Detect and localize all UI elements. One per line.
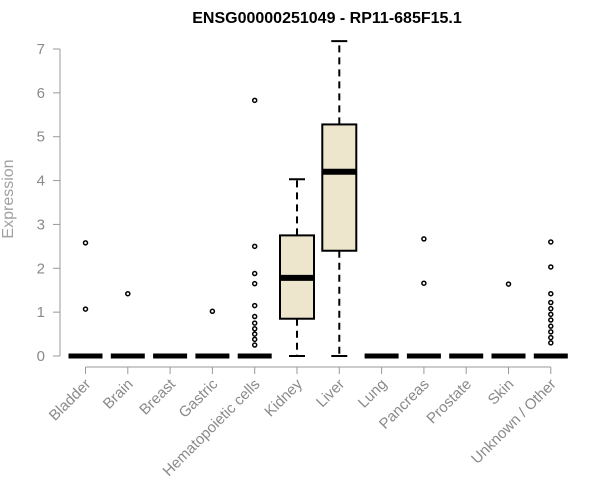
outlier-point — [251, 326, 258, 332]
outlier-point — [548, 329, 554, 335]
outlier-point — [548, 239, 554, 245]
box-group — [279, 178, 315, 357]
outlier-point — [251, 320, 258, 326]
x-tick-label: Brain — [100, 376, 137, 413]
y-tick-label: 1 — [37, 304, 45, 321]
y-tick-label: 2 — [37, 260, 45, 277]
outlier-point — [251, 313, 258, 320]
outlier-point — [82, 306, 89, 312]
outlier-point — [548, 290, 554, 297]
outlier-point — [421, 280, 427, 286]
boxes-layer — [68, 40, 568, 359]
outlier-point — [82, 240, 89, 246]
x-tick-label: Liver — [313, 376, 348, 411]
outlier-point — [251, 243, 258, 250]
outlier-point — [421, 236, 427, 242]
box-group — [406, 236, 441, 359]
outlier-point — [548, 334, 554, 341]
y-tick-label: 6 — [37, 85, 45, 102]
outlier-point — [125, 290, 131, 297]
y-axis-title: Expression — [0, 159, 17, 238]
y-tick-label: 0 — [37, 348, 45, 365]
y-tick-label: 4 — [37, 173, 45, 190]
box-group — [533, 239, 568, 359]
x-tick-label: Skin — [485, 376, 518, 409]
outlier-point — [209, 308, 216, 315]
outlier-point — [505, 281, 512, 287]
x-tick-label: Breast — [136, 375, 179, 418]
chart-title: ENSG00000251049 - RP11-685F15.1 — [192, 10, 462, 27]
box-group — [491, 281, 526, 359]
outlier-point — [251, 97, 258, 104]
y-tick-label: 7 — [37, 41, 45, 58]
x-tick-label: Kidney — [261, 375, 306, 420]
outlier-point — [548, 299, 554, 306]
y-axis: 0 1 2 3 4 5 6 7 — [37, 41, 61, 365]
box-group — [195, 308, 230, 359]
outlier-point — [251, 280, 258, 287]
box-group — [237, 97, 272, 359]
outlier-point — [251, 270, 258, 277]
box-group — [110, 290, 145, 359]
outlier-point — [251, 342, 258, 348]
x-tick-label: Lung — [355, 376, 391, 412]
y-tick-label: 5 — [37, 129, 45, 146]
outlier-point — [251, 336, 258, 343]
outlier-point — [548, 264, 554, 270]
box-body — [321, 123, 358, 252]
box-group — [321, 40, 358, 357]
box-group — [68, 240, 103, 359]
x-tick-label: Prostate — [423, 376, 475, 428]
y-tick-label: 3 — [37, 216, 45, 233]
outlier-point — [548, 340, 554, 346]
outlier-point — [251, 302, 258, 309]
outlier-point — [251, 331, 258, 337]
outlier-point — [548, 305, 554, 312]
x-tick-label: Bladder — [46, 376, 95, 425]
outlier-point — [548, 311, 554, 318]
outlier-point — [548, 317, 554, 323]
outlier-point — [548, 323, 554, 329]
